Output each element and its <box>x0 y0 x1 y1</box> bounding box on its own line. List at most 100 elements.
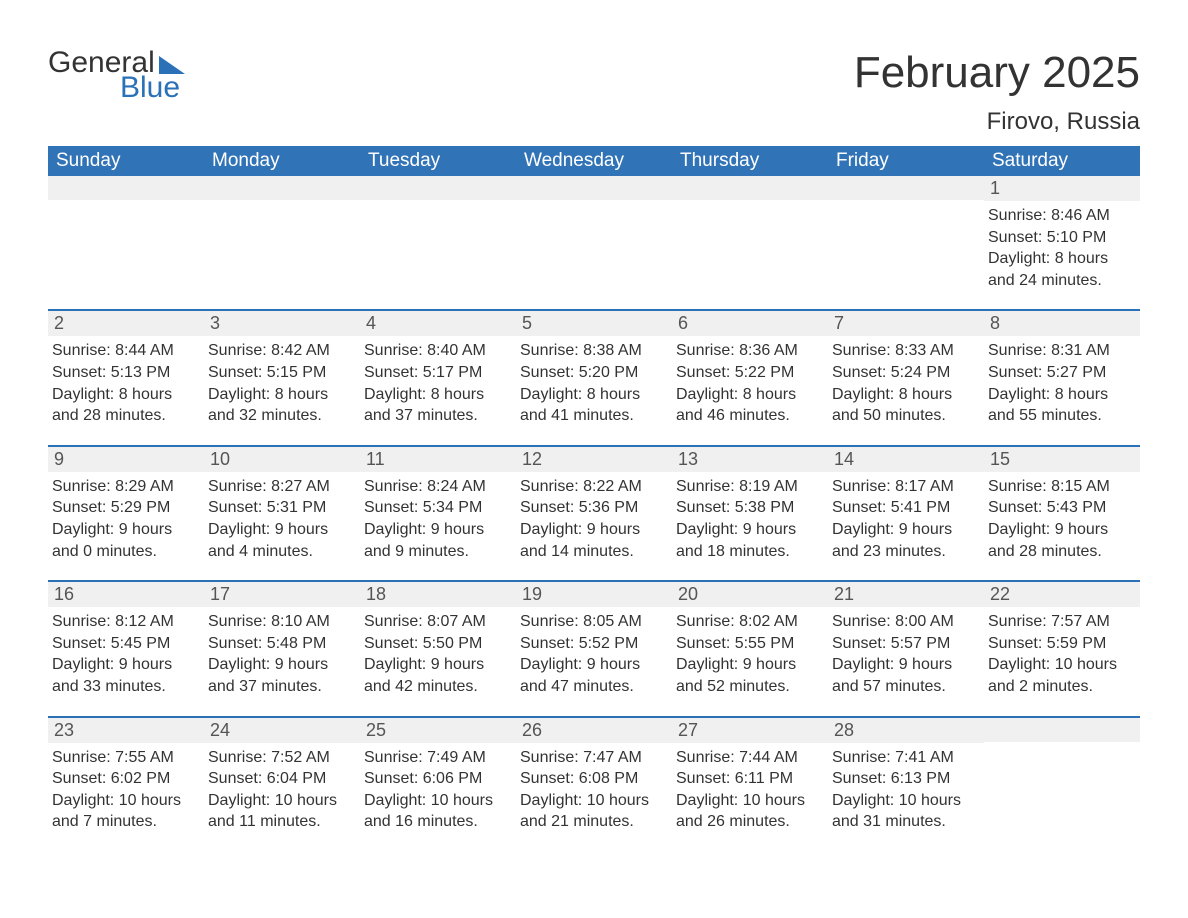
daylight-line2: and 41 minutes. <box>520 405 666 427</box>
sunset-line: Sunset: 5:36 PM <box>520 497 666 519</box>
daylight-line2: and 23 minutes. <box>832 541 978 563</box>
day-cell: 19Sunrise: 8:05 AMSunset: 5:52 PMDayligh… <box>516 582 672 697</box>
day-cell: 5Sunrise: 8:38 AMSunset: 5:20 PMDaylight… <box>516 311 672 426</box>
day-number <box>984 718 1140 742</box>
day-number: 25 <box>360 718 516 743</box>
day-body: Sunrise: 8:29 AMSunset: 5:29 PMDaylight:… <box>48 472 204 562</box>
day-number: 8 <box>984 311 1140 336</box>
sunrise-line: Sunrise: 8:22 AM <box>520 476 666 498</box>
day-body: Sunrise: 8:31 AMSunset: 5:27 PMDaylight:… <box>984 336 1140 426</box>
day-body: Sunrise: 8:42 AMSunset: 5:15 PMDaylight:… <box>204 336 360 426</box>
day-cell: 15Sunrise: 8:15 AMSunset: 5:43 PMDayligh… <box>984 447 1140 562</box>
sunrise-line: Sunrise: 8:27 AM <box>208 476 354 498</box>
day-cell <box>48 176 204 291</box>
logo-word2: Blue <box>120 74 185 101</box>
daylight-line2: and 32 minutes. <box>208 405 354 427</box>
day-body: Sunrise: 8:10 AMSunset: 5:48 PMDaylight:… <box>204 607 360 697</box>
sunset-line: Sunset: 5:29 PM <box>52 497 198 519</box>
day-body <box>204 200 360 204</box>
title-block: February 2025 Firovo, Russia <box>854 48 1140 136</box>
day-body: Sunrise: 8:12 AMSunset: 5:45 PMDaylight:… <box>48 607 204 697</box>
day-cell: 4Sunrise: 8:40 AMSunset: 5:17 PMDaylight… <box>360 311 516 426</box>
day-body: Sunrise: 7:47 AMSunset: 6:08 PMDaylight:… <box>516 743 672 833</box>
daylight-line1: Daylight: 9 hours <box>52 519 198 541</box>
daylight-line2: and 11 minutes. <box>208 811 354 833</box>
day-header: Monday <box>204 146 360 176</box>
day-header: Saturday <box>984 146 1140 176</box>
daylight-line1: Daylight: 8 hours <box>676 384 822 406</box>
day-number: 16 <box>48 582 204 607</box>
sunrise-line: Sunrise: 8:36 AM <box>676 340 822 362</box>
week-row: 2Sunrise: 8:44 AMSunset: 5:13 PMDaylight… <box>48 309 1140 426</box>
sunrise-line: Sunrise: 8:33 AM <box>832 340 978 362</box>
day-number: 4 <box>360 311 516 336</box>
sunrise-line: Sunrise: 8:05 AM <box>520 611 666 633</box>
day-body <box>828 200 984 204</box>
day-header: Friday <box>828 146 984 176</box>
day-number: 11 <box>360 447 516 472</box>
header: General Blue February 2025 Firovo, Russi… <box>48 48 1140 136</box>
day-body: Sunrise: 8:00 AMSunset: 5:57 PMDaylight:… <box>828 607 984 697</box>
day-number: 18 <box>360 582 516 607</box>
day-cell: 3Sunrise: 8:42 AMSunset: 5:15 PMDaylight… <box>204 311 360 426</box>
day-cell: 16Sunrise: 8:12 AMSunset: 5:45 PMDayligh… <box>48 582 204 697</box>
daylight-line1: Daylight: 8 hours <box>208 384 354 406</box>
day-number: 17 <box>204 582 360 607</box>
daylight-line1: Daylight: 9 hours <box>676 654 822 676</box>
daylight-line1: Daylight: 9 hours <box>676 519 822 541</box>
day-body: Sunrise: 8:38 AMSunset: 5:20 PMDaylight:… <box>516 336 672 426</box>
day-number: 23 <box>48 718 204 743</box>
day-number <box>204 176 360 200</box>
day-cell: 12Sunrise: 8:22 AMSunset: 5:36 PMDayligh… <box>516 447 672 562</box>
day-cell <box>828 176 984 291</box>
day-cell: 6Sunrise: 8:36 AMSunset: 5:22 PMDaylight… <box>672 311 828 426</box>
daylight-line2: and 9 minutes. <box>364 541 510 563</box>
day-cell: 24Sunrise: 7:52 AMSunset: 6:04 PMDayligh… <box>204 718 360 833</box>
sunset-line: Sunset: 5:41 PM <box>832 497 978 519</box>
sunset-line: Sunset: 5:59 PM <box>988 633 1134 655</box>
daylight-line1: Daylight: 10 hours <box>832 790 978 812</box>
daylight-line1: Daylight: 10 hours <box>676 790 822 812</box>
sunset-line: Sunset: 5:57 PM <box>832 633 978 655</box>
day-cell: 10Sunrise: 8:27 AMSunset: 5:31 PMDayligh… <box>204 447 360 562</box>
day-number: 27 <box>672 718 828 743</box>
sunset-line: Sunset: 5:27 PM <box>988 362 1134 384</box>
day-cell: 17Sunrise: 8:10 AMSunset: 5:48 PMDayligh… <box>204 582 360 697</box>
sunset-line: Sunset: 6:06 PM <box>364 768 510 790</box>
day-body: Sunrise: 7:49 AMSunset: 6:06 PMDaylight:… <box>360 743 516 833</box>
sunset-line: Sunset: 5:52 PM <box>520 633 666 655</box>
sunrise-line: Sunrise: 8:31 AM <box>988 340 1134 362</box>
day-cell: 23Sunrise: 7:55 AMSunset: 6:02 PMDayligh… <box>48 718 204 833</box>
daylight-line1: Daylight: 9 hours <box>208 519 354 541</box>
day-number: 7 <box>828 311 984 336</box>
day-body: Sunrise: 7:41 AMSunset: 6:13 PMDaylight:… <box>828 743 984 833</box>
sunset-line: Sunset: 5:17 PM <box>364 362 510 384</box>
daylight-line2: and 18 minutes. <box>676 541 822 563</box>
daylight-line1: Daylight: 10 hours <box>520 790 666 812</box>
sunrise-line: Sunrise: 8:46 AM <box>988 205 1134 227</box>
sunrise-line: Sunrise: 8:29 AM <box>52 476 198 498</box>
daylight-line2: and 37 minutes. <box>364 405 510 427</box>
week-row: 9Sunrise: 8:29 AMSunset: 5:29 PMDaylight… <box>48 445 1140 562</box>
sunrise-line: Sunrise: 7:52 AM <box>208 747 354 769</box>
day-number: 12 <box>516 447 672 472</box>
day-cell <box>984 718 1140 833</box>
daylight-line2: and 4 minutes. <box>208 541 354 563</box>
day-number <box>516 176 672 200</box>
daylight-line1: Daylight: 9 hours <box>364 654 510 676</box>
day-cell: 25Sunrise: 7:49 AMSunset: 6:06 PMDayligh… <box>360 718 516 833</box>
week-row: 16Sunrise: 8:12 AMSunset: 5:45 PMDayligh… <box>48 580 1140 697</box>
sunrise-line: Sunrise: 7:44 AM <box>676 747 822 769</box>
day-cell <box>360 176 516 291</box>
day-number: 20 <box>672 582 828 607</box>
daylight-line2: and 28 minutes. <box>988 541 1134 563</box>
day-body: Sunrise: 8:22 AMSunset: 5:36 PMDaylight:… <box>516 472 672 562</box>
day-cell: 1Sunrise: 8:46 AMSunset: 5:10 PMDaylight… <box>984 176 1140 291</box>
sunrise-line: Sunrise: 7:47 AM <box>520 747 666 769</box>
daylight-line2: and 52 minutes. <box>676 676 822 698</box>
sunset-line: Sunset: 6:08 PM <box>520 768 666 790</box>
day-cell: 14Sunrise: 8:17 AMSunset: 5:41 PMDayligh… <box>828 447 984 562</box>
day-body: Sunrise: 7:44 AMSunset: 6:11 PMDaylight:… <box>672 743 828 833</box>
daylight-line2: and 2 minutes. <box>988 676 1134 698</box>
sunrise-line: Sunrise: 7:49 AM <box>364 747 510 769</box>
